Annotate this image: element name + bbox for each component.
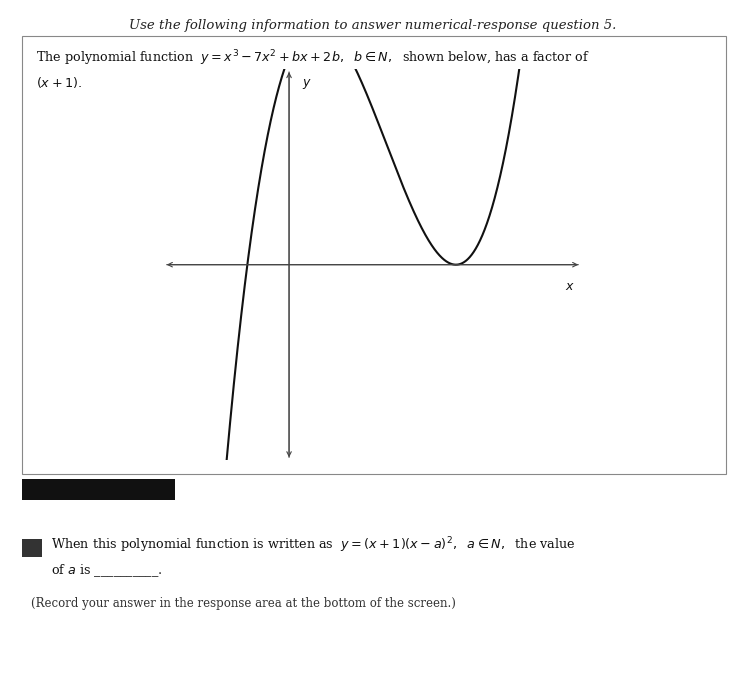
Text: 5.: 5. (25, 542, 39, 554)
Text: When this polynomial function is written as  $y = (x + 1)(x - a)^2,$  $a \in N,$: When this polynomial function is written… (51, 536, 575, 555)
Text: $(x + 1).$: $(x + 1).$ (36, 75, 82, 90)
Text: of $a$ is __________.: of $a$ is __________. (51, 562, 162, 579)
Text: $x$: $x$ (565, 280, 574, 293)
Text: The polynomial function  $y = x^3 - 7x^2 + bx + 2b,$  $b \in N,$  shown below, h: The polynomial function $y = x^3 - 7x^2 … (36, 48, 589, 68)
Text: Numerical Response: Numerical Response (30, 482, 183, 495)
Text: Use the following information to answer numerical-response question 5.: Use the following information to answer … (129, 19, 616, 33)
Text: $y$: $y$ (302, 77, 311, 91)
Text: (Record your answer in the response area at the bottom of the screen.): (Record your answer in the response area… (31, 597, 456, 610)
